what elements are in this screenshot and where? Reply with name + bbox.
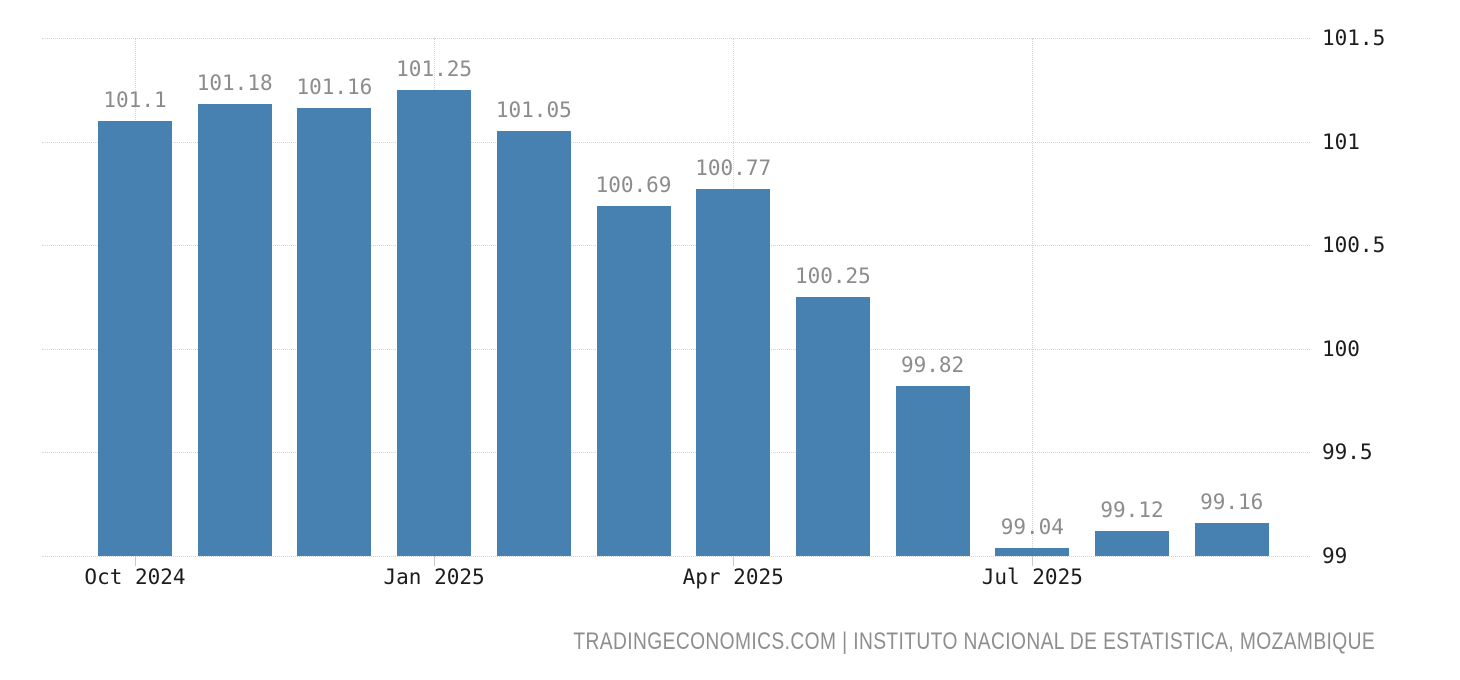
y-tick-label: 101 <box>1322 129 1360 154</box>
bar-value-label: 101.1 <box>103 87 167 112</box>
plot-area: 101.1 101.18 101.16 101.25 101.05 100.69 100.7… <box>42 38 1310 557</box>
bar[interactable] <box>98 120 172 556</box>
y-tick-label: 99 <box>1322 544 1348 568</box>
bar[interactable] <box>1095 531 1169 556</box>
bar-value-label: 100.25 <box>794 263 871 288</box>
bar-value-label: 101.05 <box>495 98 572 123</box>
bar[interactable] <box>496 131 571 556</box>
x-tick-label: Jan 2025 <box>383 565 485 589</box>
bar-value-label: 99.04 <box>1000 514 1064 539</box>
bar-value-label: 101.16 <box>296 75 373 100</box>
bar-value-label: 99.82 <box>900 353 965 378</box>
y-tick-label: 100.5 <box>1322 233 1386 258</box>
attribution-footer: TRADINGECONOMICS.COM | INSTITUTO NACIONA… <box>573 628 1375 655</box>
h-gridline <box>42 452 1310 454</box>
x-tick-label: Oct 2024 <box>84 565 186 589</box>
x-tick-label: Apr 2025 <box>682 565 784 589</box>
x-tick-mark <box>434 556 436 566</box>
bar-value-label: 101.25 <box>396 56 473 81</box>
h-gridline <box>42 245 1310 247</box>
h-gridline <box>42 38 1310 39</box>
x-tick-label: Jul 2025 <box>981 565 1083 589</box>
bar[interactable] <box>995 547 1070 556</box>
x-tick-mark <box>1032 556 1034 566</box>
bar-value-label: 101.18 <box>196 71 273 96</box>
bar-value-label: 100.77 <box>695 156 772 181</box>
bar[interactable] <box>397 89 472 556</box>
v-gridline <box>1032 38 1034 556</box>
bar[interactable] <box>297 108 372 556</box>
y-tick-label: 99.5 <box>1322 440 1373 465</box>
x-tick-mark <box>733 556 735 566</box>
h-gridline <box>42 141 1310 143</box>
bar[interactable] <box>197 104 272 556</box>
h-gridline <box>42 348 1310 350</box>
bar[interactable] <box>795 297 870 556</box>
bar-value-label: 99.16 <box>1200 489 1264 514</box>
bar-value-label: 99.12 <box>1100 498 1164 523</box>
bar-value-label: 100.69 <box>595 172 672 197</box>
y-tick-label: 100 <box>1322 336 1360 361</box>
bar[interactable] <box>696 189 771 556</box>
x-tick-mark <box>135 556 136 566</box>
bar[interactable] <box>596 205 671 556</box>
y-tick-label: 101.5 <box>1322 26 1386 50</box>
bar[interactable] <box>1194 522 1269 556</box>
bar[interactable] <box>895 386 970 556</box>
h-gridline <box>42 556 1310 557</box>
